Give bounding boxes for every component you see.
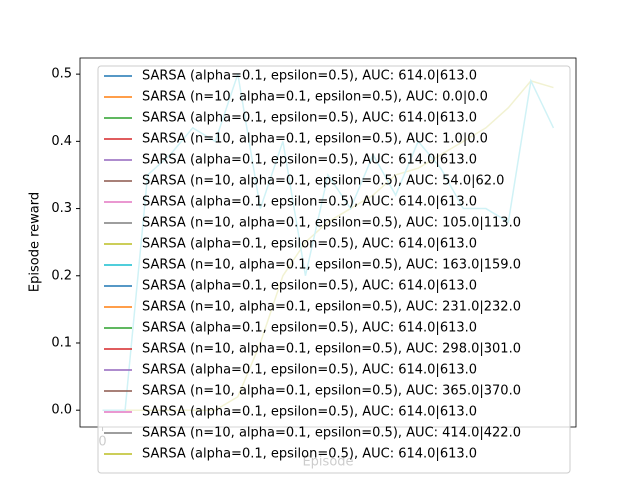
legend-label: SARSA (alpha=0.1, epsilon=0.5), AUC: 614…	[142, 279, 477, 294]
legend: SARSA (alpha=0.1, epsilon=0.5), AUC: 614…	[97, 65, 571, 474]
legend-label: SARSA (alpha=0.1, epsilon=0.5), AUC: 614…	[142, 69, 477, 84]
y-tick-label: 0.0	[51, 403, 72, 418]
legend-label: SARSA (n=10, alpha=0.1, epsilon=0.5), AU…	[142, 258, 521, 273]
legend-box	[97, 65, 571, 474]
legend-label: SARSA (alpha=0.1, epsilon=0.5), AUC: 614…	[142, 363, 477, 378]
legend-label: SARSA (n=10, alpha=0.1, epsilon=0.5), AU…	[142, 300, 521, 315]
legend-label: SARSA (n=10, alpha=0.1, epsilon=0.5), AU…	[142, 90, 488, 105]
y-tick-label: 0.3	[51, 201, 72, 216]
legend-label: SARSA (alpha=0.1, epsilon=0.5), AUC: 614…	[142, 405, 477, 420]
legend-label: SARSA (n=10, alpha=0.1, epsilon=0.5), AU…	[142, 216, 521, 231]
legend-label: SARSA (n=10, alpha=0.1, epsilon=0.5), AU…	[142, 426, 521, 441]
legend-label: SARSA (alpha=0.1, epsilon=0.5), AUC: 614…	[142, 111, 477, 126]
legend-label: SARSA (alpha=0.1, epsilon=0.5), AUC: 614…	[142, 153, 477, 168]
legend-label: SARSA (n=10, alpha=0.1, epsilon=0.5), AU…	[142, 132, 488, 147]
legend-label: SARSA (n=10, alpha=0.1, epsilon=0.5), AU…	[142, 174, 504, 189]
legend-label: SARSA (alpha=0.1, epsilon=0.5), AUC: 614…	[142, 195, 477, 210]
y-tick-label: 0.1	[51, 335, 72, 350]
legend-label: SARSA (alpha=0.1, epsilon=0.5), AUC: 614…	[142, 321, 477, 336]
y-tick-label: 0.5	[51, 67, 72, 82]
legend-label: SARSA (n=10, alpha=0.1, epsilon=0.5), AU…	[142, 342, 521, 357]
y-tick-label: 0.4	[51, 134, 72, 149]
legend-label: SARSA (alpha=0.1, epsilon=0.5), AUC: 614…	[142, 237, 477, 252]
legend-label: SARSA (alpha=0.1, epsilon=0.5), AUC: 614…	[142, 447, 477, 462]
legend-label: SARSA (n=10, alpha=0.1, epsilon=0.5), AU…	[142, 384, 521, 399]
y-axis-label: Episode reward	[28, 192, 43, 292]
y-tick-label: 0.2	[51, 268, 72, 283]
